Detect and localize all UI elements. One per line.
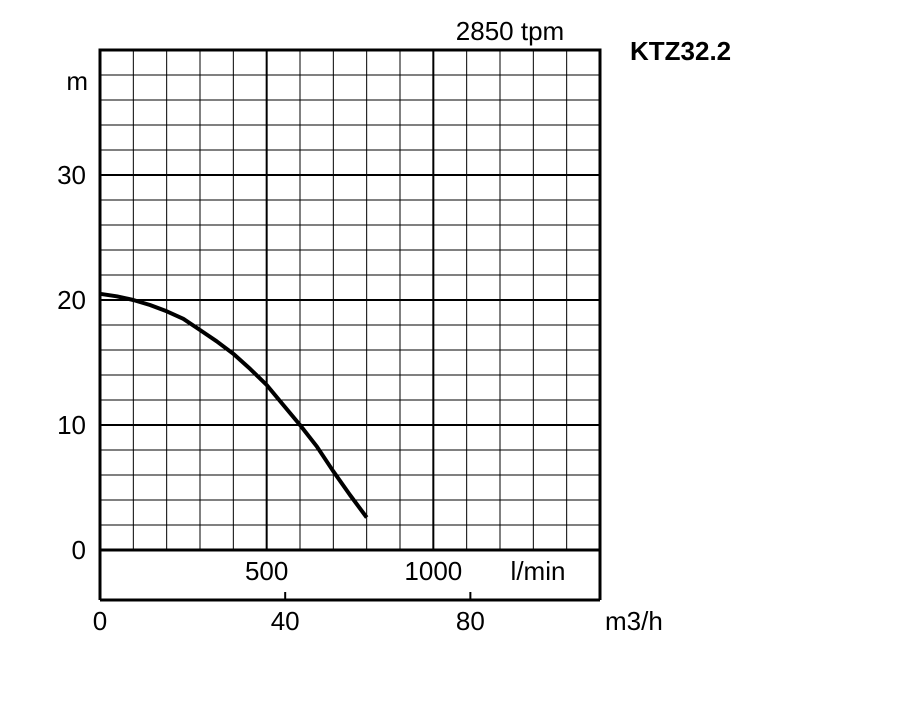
y-axis-label: m [66,66,88,96]
labels: 2850 tpm KTZ32.2 m l/min m3/h [66,16,731,636]
y-tick-label: 0 [72,535,86,565]
y-tick-label: 30 [57,160,86,190]
x-tick-label-lmin: 1000 [404,556,462,586]
y-tick-label: 10 [57,410,86,440]
chart-subtitle: 2850 tpm [456,16,564,46]
plot-border [98,48,602,552]
x-tick-label-m3h: 40 [271,606,300,636]
y-tick-label: 20 [57,285,86,315]
chart-title: KTZ32.2 [630,36,731,66]
x-axis-label-lmin: l/min [511,556,566,586]
x-tick-label-m3h: 0 [93,606,107,636]
x-tick-label-lmin: 500 [245,556,288,586]
tick-labels: 0 10 20 30 500 1000 0 40 80 [57,160,485,636]
grid [100,50,600,550]
plot-frame [98,48,602,602]
x-tick-label-m3h: 80 [456,606,485,636]
x-axis-label-m3h: m3/h [605,606,663,636]
pump-curve-line [99,291,369,519]
curve-layer [99,291,369,519]
